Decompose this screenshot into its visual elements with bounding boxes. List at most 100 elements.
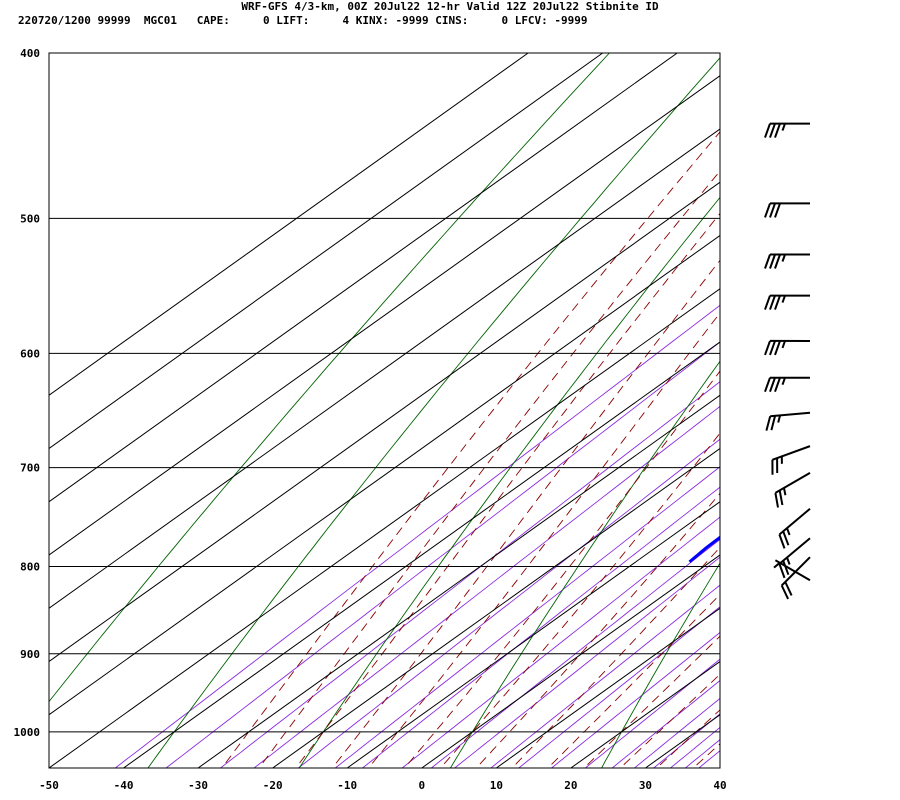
mixing-ratio-line: [633, 697, 720, 768]
temperature-tick-label: 40: [713, 779, 726, 792]
barb-half-feather: [786, 527, 791, 536]
moist-adiabat-line: [475, 492, 720, 768]
barb-feather: [769, 123, 776, 138]
barb-feather: [774, 492, 779, 508]
pressure-tick-label: 900: [20, 648, 40, 661]
barb-half-feather: [781, 340, 786, 349]
barb-feather: [764, 123, 771, 138]
dry-adiabat-line: [298, 196, 720, 768]
mixing-ratio-line: [698, 750, 720, 768]
barb-feather: [774, 377, 781, 393]
isotherm-line: [49, 181, 720, 663]
dry-adiabat-line: [449, 360, 720, 768]
barb-feather: [764, 295, 771, 310]
isotherm-line: [421, 554, 720, 768]
barb-feather: [770, 415, 777, 431]
isotherm-line: [49, 75, 720, 556]
wind-barb: [764, 202, 811, 218]
pressure-tick-label: 700: [20, 462, 40, 475]
temperature-profile: [804, 107, 900, 562]
pressure-tick-label: 1000: [14, 726, 41, 739]
barb-half-feather: [781, 377, 786, 386]
barb-half-feather: [783, 487, 787, 496]
wind-barb: [778, 537, 811, 579]
temperature-tick-label: -50: [39, 779, 59, 792]
barb-staff: [774, 472, 811, 494]
mixing-ratio-line: [669, 726, 720, 768]
wind-barbs: [764, 122, 811, 600]
barb-staff: [774, 559, 811, 582]
wind-barb: [764, 253, 811, 269]
barb-feather: [764, 203, 771, 218]
barb-feather: [782, 530, 790, 546]
dry-adiabat-line: [601, 562, 720, 768]
isotherm-line: [645, 714, 720, 768]
mixing-ratio-line: [165, 341, 720, 768]
plot-frame: [48, 52, 721, 769]
mixing-ratio-line: [297, 438, 720, 768]
wind-barb: [764, 122, 811, 138]
isotherm-line: [719, 767, 720, 768]
barb-feather: [774, 254, 781, 269]
barb-feather: [765, 415, 772, 431]
mixing-ratio-line: [253, 405, 720, 768]
pressure-tick-labels: 400 500 600 700 800 900 1000: [14, 47, 41, 739]
pressure-tick-label: 400: [20, 47, 40, 60]
isotherm-line: [49, 53, 678, 503]
barb-half-feather: [781, 123, 786, 131]
isotherm-line: [272, 447, 720, 768]
isotherm-grid: [49, 53, 720, 768]
barb-feather: [778, 563, 786, 579]
isobar-grid: [49, 52, 720, 733]
isotherm-line: [49, 128, 720, 609]
barb-half-feather: [773, 562, 781, 569]
isotherm-line: [496, 607, 720, 768]
barb-feather: [774, 123, 781, 138]
barb-feather: [782, 560, 790, 576]
wind-barb: [764, 339, 811, 356]
barb-feather: [764, 254, 771, 269]
mixing-ratio-line: [401, 516, 720, 768]
sounding-indices: 220720/1200 99999 MGC01 CAPE: 0 LIFT: 4 …: [18, 14, 588, 27]
moist-adiabat-line: [331, 259, 720, 768]
temperature-tick-label: -30: [188, 779, 208, 792]
sounding-profiles: [688, 107, 900, 564]
temperature-tick-label: -40: [114, 779, 134, 792]
isotherm-line: [49, 53, 529, 396]
wind-barb: [773, 559, 811, 582]
wind-barb: [764, 376, 811, 393]
barb-feather: [778, 534, 786, 549]
moist-adiabat-line: [368, 312, 720, 768]
barb-staff: [778, 508, 811, 536]
mixing-ratio-line: [584, 658, 720, 768]
moist-adiabat-line: [722, 15, 900, 775]
mixing-ratio-line: [219, 381, 720, 768]
mixing-ratio-line: [430, 538, 720, 768]
mixing-ratio-line: [611, 679, 720, 768]
moist-adiabat-line: [583, 635, 720, 768]
barb-feather: [778, 490, 784, 506]
temperature-tick-label: 20: [564, 779, 577, 792]
isotherm-line: [570, 660, 720, 768]
barb-feather: [774, 203, 781, 218]
wind-barb: [771, 445, 811, 475]
temperature-tick-label: 10: [490, 779, 503, 792]
pressure-tick-label: 800: [20, 561, 40, 574]
barb-feather: [784, 581, 793, 596]
barb-half-feather: [786, 557, 791, 565]
moist-adiabat-line: [221, 131, 720, 768]
barb-staff: [778, 537, 811, 565]
moist-adiabat-line: [404, 370, 720, 768]
moist-adiabat-line: [258, 170, 720, 768]
wind-barb: [764, 294, 811, 310]
barb-feather: [769, 340, 776, 356]
barb-feather: [774, 295, 781, 310]
mixing-ratio-line: [518, 606, 720, 768]
barb-half-feather: [781, 254, 786, 262]
barb-half-feather: [781, 295, 786, 303]
dry-adiabat-line: [147, 57, 720, 768]
barb-staff: [772, 445, 811, 461]
dry-adiabat-line: [49, 53, 611, 703]
temperature-tick-label: -20: [263, 779, 283, 792]
